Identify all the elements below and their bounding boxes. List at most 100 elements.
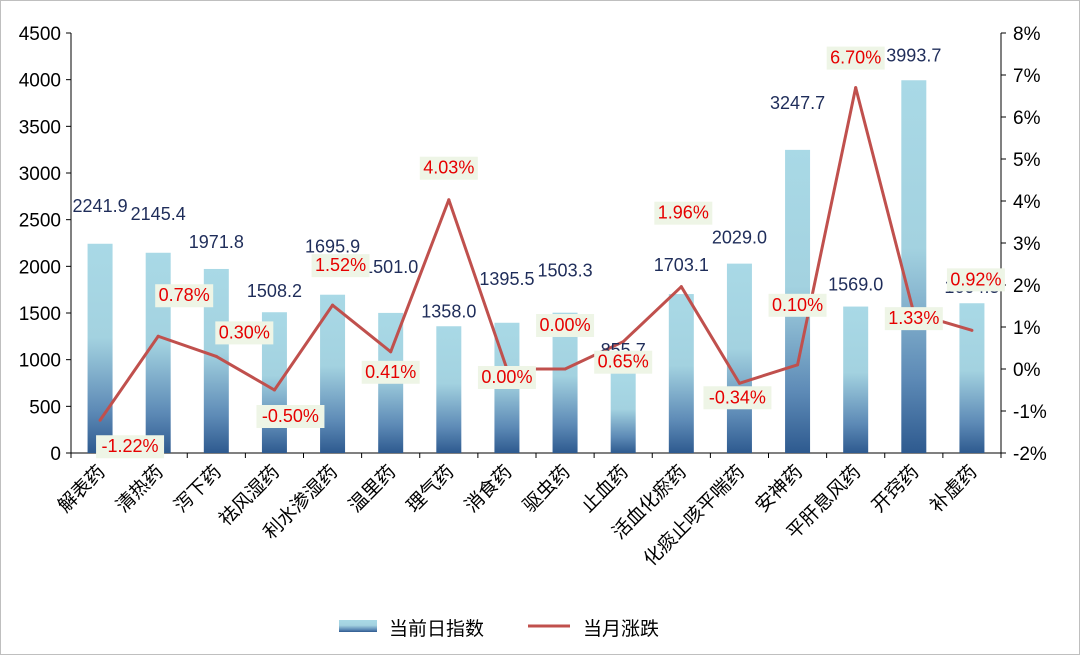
category-label: 安神药 (751, 461, 807, 517)
pct-label-bg (654, 201, 713, 225)
line-point (621, 340, 625, 344)
line-point (737, 381, 741, 385)
bar-value-label: 3993.7 (886, 45, 941, 65)
right-tick-label: -1% (1013, 402, 1047, 423)
line-point (331, 303, 335, 307)
line-point (214, 354, 218, 358)
pct-value-label: 0.30% (219, 322, 270, 342)
bar (145, 252, 171, 453)
legend-bar-label: 当前日指数 (389, 618, 484, 640)
line-point (447, 198, 451, 202)
right-tick-label: 7% (1013, 66, 1041, 87)
pct-label-bg (477, 366, 536, 389)
pct-label-bg (594, 350, 653, 374)
pct-label-bg (536, 314, 595, 337)
right-tick-label: 3% (1013, 234, 1041, 255)
pct-value-label: 0.41% (365, 362, 416, 382)
bar-value-label: 1503.3 (538, 261, 593, 281)
right-tick-label: 0% (1013, 360, 1041, 381)
bar-value-label: 2241.9 (73, 196, 128, 216)
category-label: 化痰止咳平喘药 (639, 461, 749, 571)
bar (959, 303, 985, 453)
bar-value-label: 1508.2 (247, 281, 302, 301)
left-tick-label: 0 (50, 444, 61, 465)
left-tick-label: 1500 (19, 304, 61, 325)
pct-value-label: 1.33% (888, 308, 939, 328)
category-label: 清热药 (112, 461, 168, 517)
bar (668, 294, 694, 453)
right-tick-label: -2% (1013, 444, 1047, 465)
bar-value-label: 1971.8 (189, 232, 244, 252)
left-tick-label: 4500 (19, 24, 61, 45)
bar-value-label: 1501.0 (363, 257, 418, 277)
pct-value-label: -1.22% (102, 436, 159, 456)
bar-value-label: 1358.0 (421, 301, 476, 321)
left-tick-label: 1000 (19, 351, 61, 372)
line-point (970, 328, 974, 332)
category-label: 止血药 (577, 461, 633, 517)
line-point (156, 334, 160, 338)
pct-label-bg (419, 156, 478, 180)
bar-value-label: 2145.4 (131, 204, 186, 224)
line-point (272, 388, 276, 392)
left-tick-label: 500 (29, 397, 61, 418)
line-point (98, 418, 102, 422)
line-point (854, 86, 858, 90)
right-tick-label: 2% (1013, 276, 1041, 297)
category-label: 消食药 (461, 461, 517, 517)
pct-value-label: 0.65% (598, 352, 649, 372)
left-tick-label: 2500 (19, 211, 61, 232)
line-series (98, 86, 973, 422)
right-tick-label: 4% (1013, 192, 1041, 213)
bar (436, 326, 462, 453)
category-label: 泻下药 (170, 461, 226, 517)
category-label: 解表药 (54, 461, 110, 517)
category-label: 理气药 (402, 461, 458, 517)
bar-value-label: 1695.9 (305, 237, 360, 257)
line-point (389, 350, 393, 354)
line-point (563, 367, 567, 371)
bar-value-label: 2029.0 (712, 228, 767, 248)
bar-value-label: 1703.1 (654, 255, 709, 275)
bar (843, 306, 869, 453)
pct-value-label: -0.50% (262, 406, 319, 426)
left-tick-label: 3500 (19, 117, 61, 138)
bar (901, 80, 927, 453)
pct-value-label: 0.92% (950, 269, 1001, 289)
bar-value-label: 1395.5 (479, 269, 534, 289)
right-tick-label: 6% (1013, 108, 1041, 129)
pct-value-label: 6.70% (830, 48, 881, 68)
right-tick-label: 5% (1013, 150, 1041, 171)
category-label: 开窍药 (867, 461, 923, 517)
category-label: 温里药 (344, 461, 400, 517)
pct-label-bg (826, 46, 885, 70)
pct-label-bg (96, 435, 165, 459)
pct-value-label: 0.00% (540, 315, 591, 335)
left-tick-label: 3000 (19, 164, 61, 185)
pct-value-label: -0.34% (709, 387, 766, 407)
legend-bar-swatch (339, 620, 377, 632)
right-tick-label: 8% (1013, 24, 1041, 45)
pct-label-bg (361, 360, 420, 384)
line-point (679, 285, 683, 289)
left-tick-label: 2000 (19, 257, 61, 278)
category-label: 补虚药 (926, 461, 982, 517)
pct-value-label: 4.03% (423, 158, 474, 178)
pct-label-bg (256, 405, 325, 428)
pct-label-bg (768, 293, 827, 317)
pct-label-bg (311, 254, 370, 278)
bar-value-label: 1569.0 (828, 275, 883, 295)
pct-label-bg (884, 307, 943, 331)
pct-value-label: 0.78% (159, 285, 210, 305)
right-tick-label: 1% (1013, 318, 1041, 339)
pct-label-bg (155, 284, 214, 308)
left-tick-label: 4000 (19, 71, 61, 92)
bar (726, 263, 752, 453)
pct-label-bg (946, 268, 1005, 292)
pct-label-bg (215, 321, 274, 345)
pct-value-label: 1.52% (315, 255, 366, 275)
line-point (796, 363, 800, 367)
legend-line-label: 当月涨跌 (583, 618, 659, 640)
category-label: 驱虫药 (519, 461, 575, 517)
